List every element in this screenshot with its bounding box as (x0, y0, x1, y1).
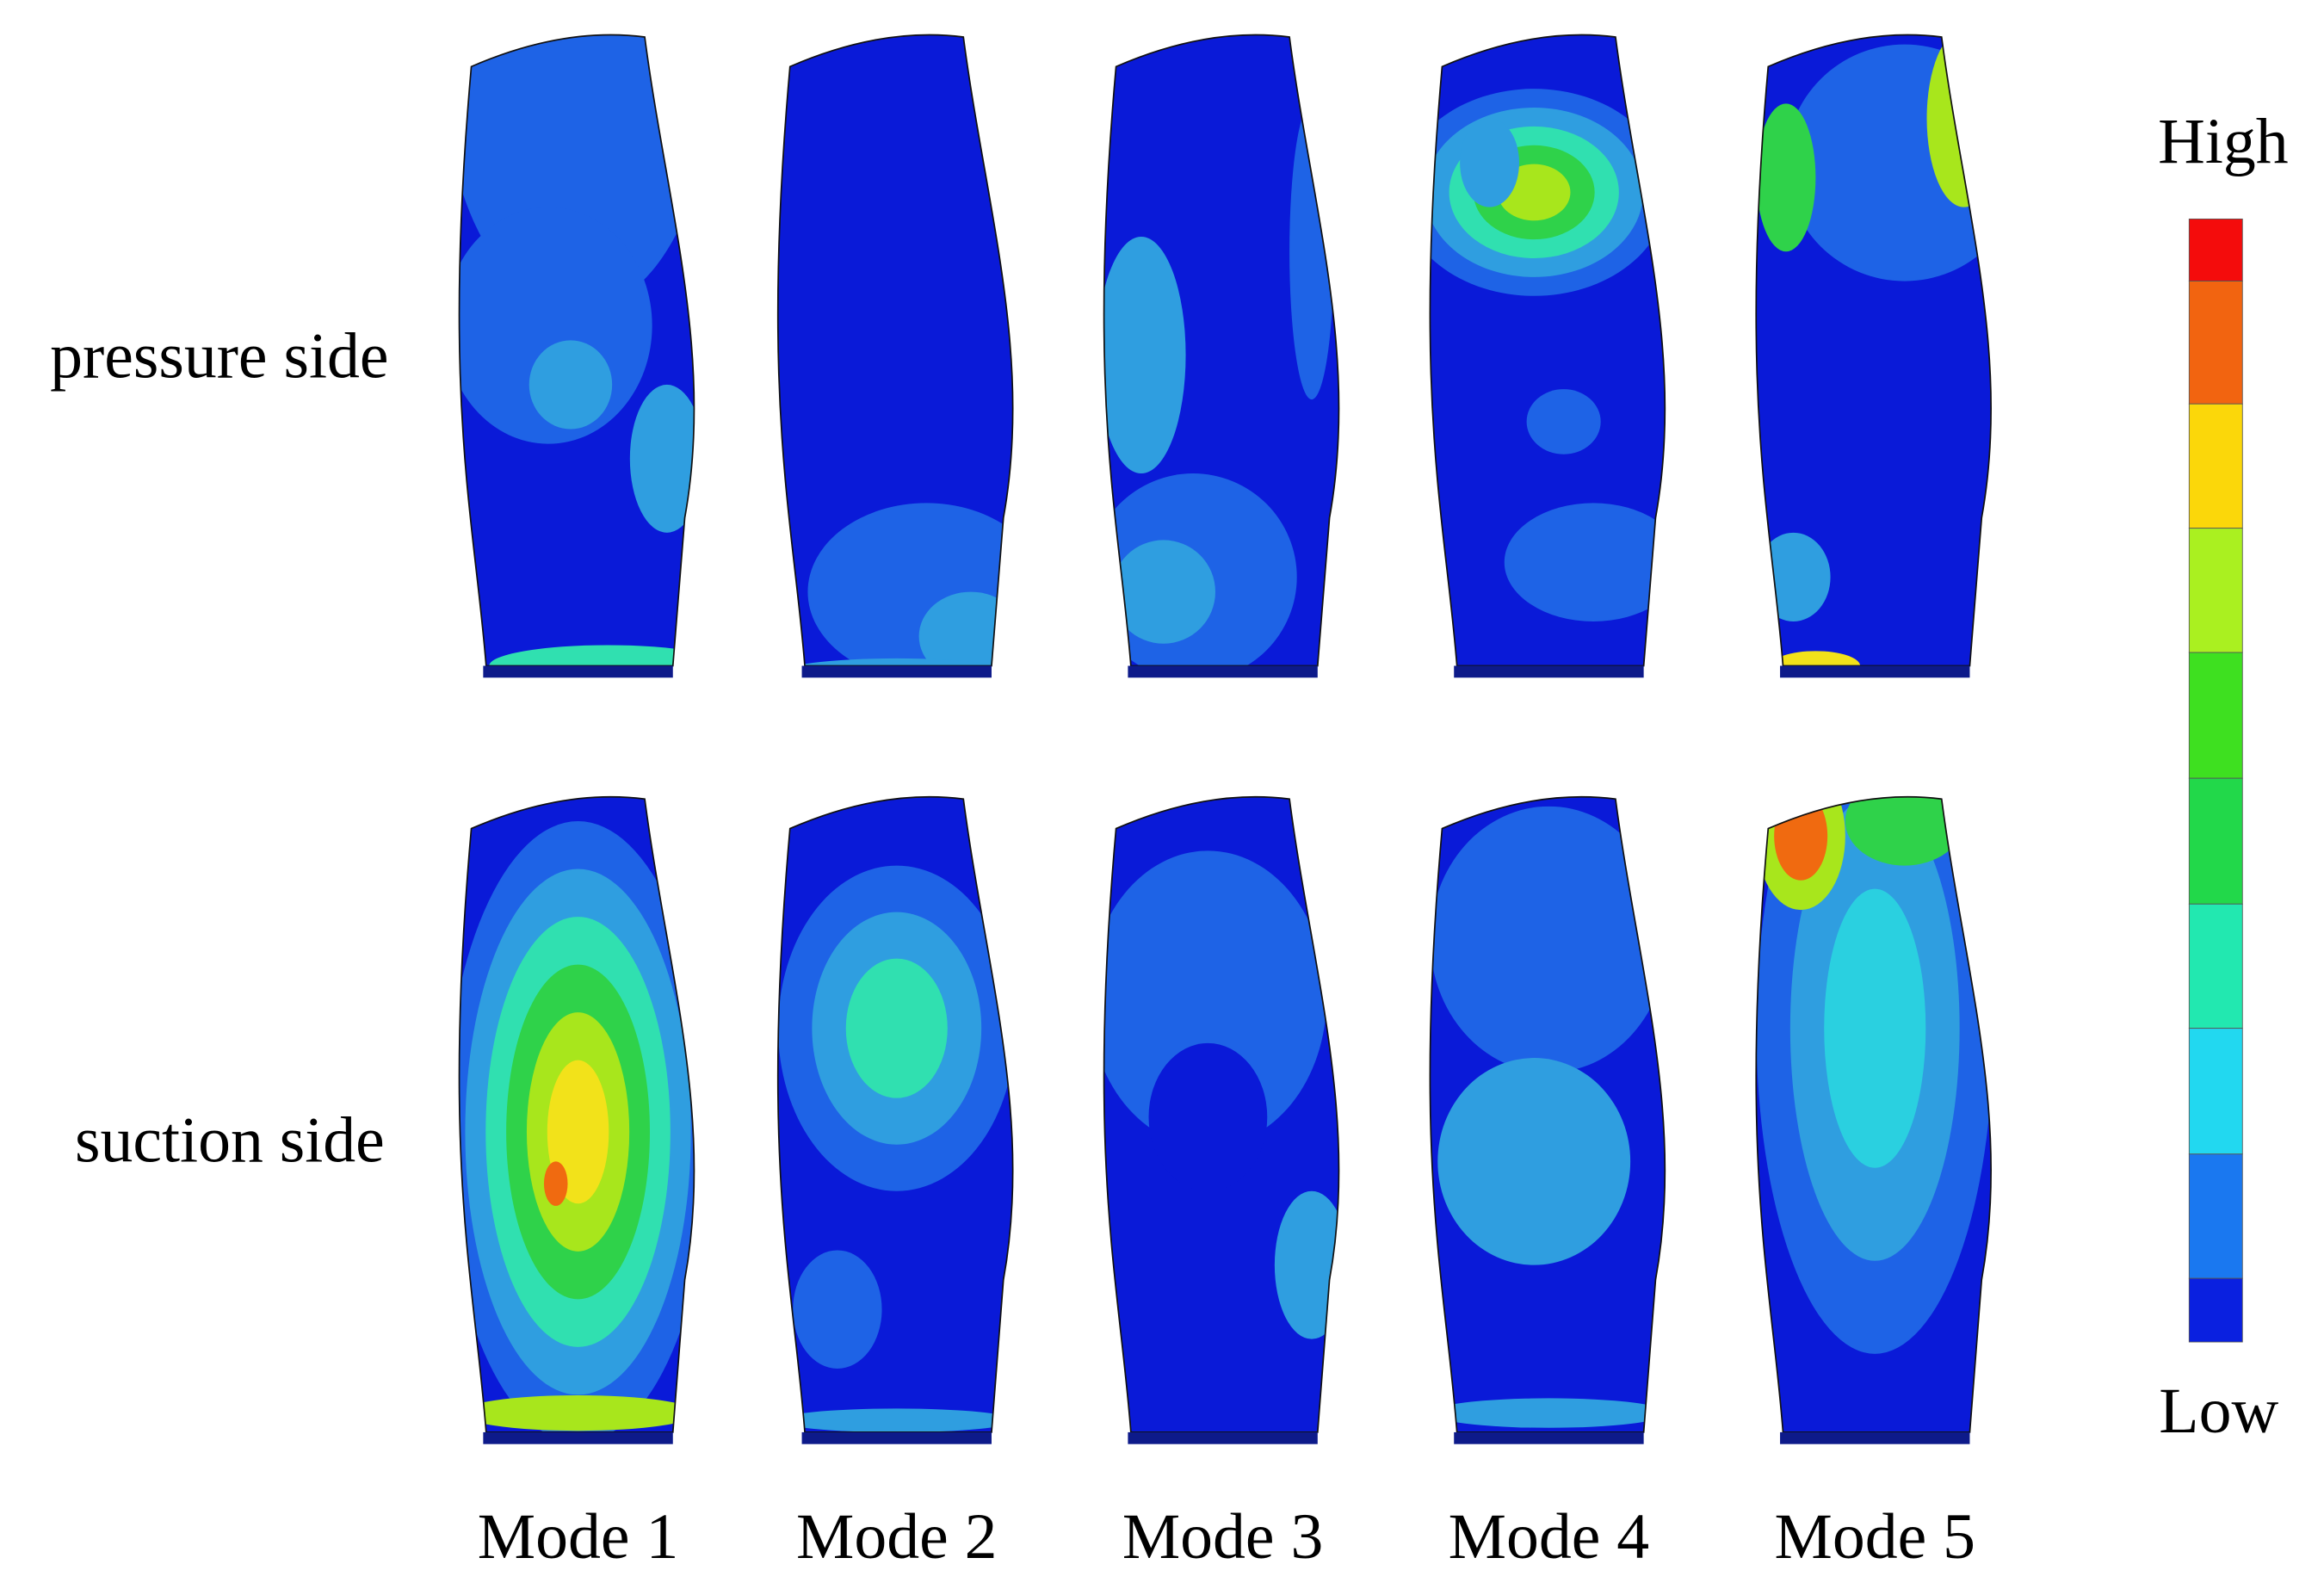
blade (777, 796, 1013, 1432)
blade-root (801, 665, 992, 678)
colorbar-segment (2188, 218, 2243, 282)
colorbar-high: High (2158, 106, 2289, 177)
blade-root (1128, 1431, 1318, 1444)
contour-region (1103, 237, 1186, 474)
colorbar-segment (2188, 777, 2243, 905)
contour-region (1771, 651, 1861, 666)
blade-root (801, 1431, 992, 1444)
blade-outline (1103, 795, 1340, 1433)
blade (1430, 796, 1666, 1432)
contour-region (459, 1394, 695, 1431)
blade-root (1780, 1431, 1970, 1444)
contour-region (459, 34, 695, 311)
contour-region (489, 645, 695, 666)
contour-region (1430, 806, 1666, 1073)
contour-region (629, 384, 695, 533)
contour-region (1437, 1058, 1631, 1265)
mode-label: Mode 3 (1122, 1501, 1324, 1573)
mode-label: Mode 2 (796, 1501, 998, 1573)
blade-panels (458, 34, 1993, 1444)
blade (1756, 796, 1992, 1432)
blade (1756, 34, 1992, 666)
blade (1103, 796, 1339, 1432)
contour-region (1824, 888, 1926, 1168)
contour-region (1111, 540, 1215, 644)
blade-root (1454, 665, 1644, 678)
colorbar-segment (2188, 1153, 2243, 1279)
blade-outline (1103, 34, 1340, 667)
blade (1430, 34, 1666, 666)
colorbar-segment (2188, 281, 2243, 405)
blade-outline (458, 34, 695, 667)
contour-region (1756, 103, 1816, 252)
row-label: pressure side (50, 321, 388, 393)
mode-label: Mode 5 (1774, 1501, 1975, 1573)
contour-region (1504, 503, 1666, 621)
blade (459, 34, 695, 666)
colorbar-segment (2188, 403, 2243, 529)
contour-region (778, 1408, 1013, 1432)
contour-region (528, 340, 613, 430)
mode-label: Mode 4 (1449, 1501, 1650, 1573)
row-label: suction side (75, 1105, 385, 1177)
contour-region (1845, 796, 1964, 866)
colorbar-segment (2188, 903, 2243, 1029)
contour-region (1289, 103, 1334, 400)
blade-outline (1429, 34, 1666, 667)
blade-outline (1755, 795, 1993, 1433)
colorbar-segment (2188, 1028, 2243, 1155)
colorbar-segment (2188, 528, 2243, 653)
colorbar-segment (2188, 652, 2243, 779)
contour-region (543, 1161, 568, 1206)
contour-region (1148, 1042, 1268, 1191)
contour-region (1926, 34, 1992, 207)
contour-region (845, 958, 948, 1098)
blade-root (1780, 665, 1970, 678)
contour-region (1785, 44, 1992, 281)
blade-outline (1429, 795, 1666, 1433)
contour-region (1460, 118, 1519, 207)
blade-outline (776, 34, 1014, 667)
blade-outline (776, 795, 1014, 1433)
blade (777, 34, 1013, 666)
blade-root (1454, 1431, 1644, 1444)
mode-label: Mode 1 (478, 1501, 679, 1573)
colorbar-low: Low (2159, 1376, 2278, 1447)
blade-outline (1755, 34, 1993, 667)
blade-root (483, 1431, 673, 1444)
blade-root (1128, 665, 1318, 678)
contour-region (1430, 1398, 1666, 1428)
blade-root (483, 665, 673, 678)
contour-region (1756, 532, 1831, 621)
blade (1103, 34, 1339, 666)
blade (459, 796, 695, 1432)
contour-region (793, 1250, 882, 1369)
contour-region (1774, 796, 1828, 881)
colorbar-segment (2188, 1277, 2243, 1343)
contour-region (1526, 389, 1601, 454)
colorbar (2188, 218, 2243, 1343)
blade-outline (458, 795, 695, 1433)
contour-region (1103, 850, 1327, 1147)
